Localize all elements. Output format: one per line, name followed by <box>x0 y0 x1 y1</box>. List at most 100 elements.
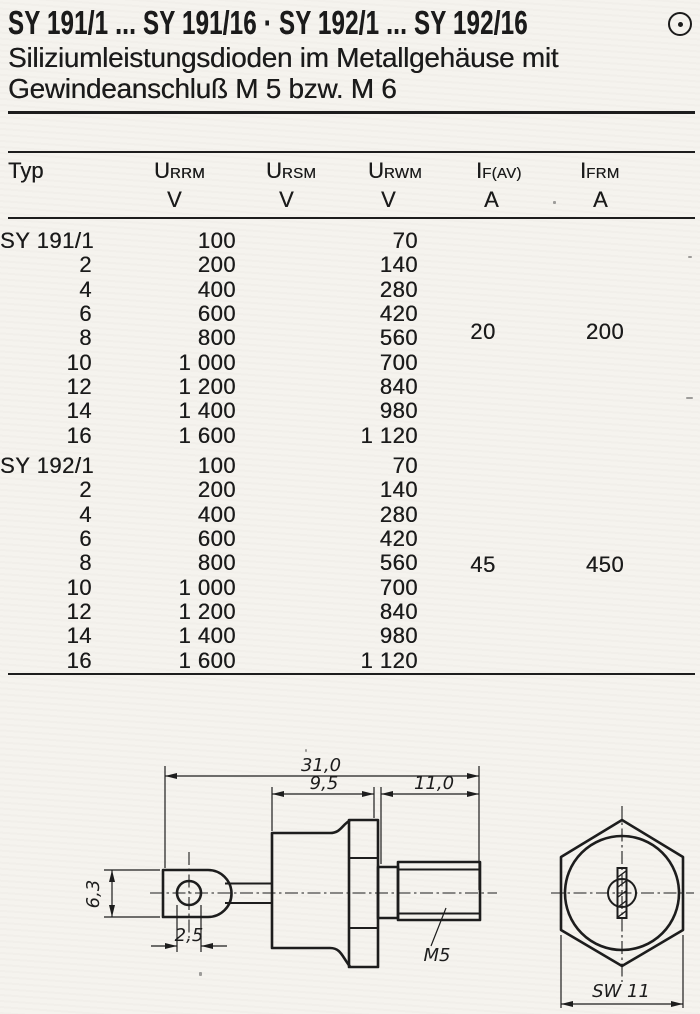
cell-v1: 1 200 <box>178 374 236 400</box>
table-row: 2 200 140 <box>0 477 700 503</box>
scan-speck <box>305 749 307 752</box>
cell-v1: 1 600 <box>178 647 236 673</box>
table-row: 2 200 140 <box>0 252 700 278</box>
cell-typ: 2 <box>79 252 92 278</box>
cell-typ: 8 <box>79 550 92 576</box>
dim-label: 11,0 <box>414 773 454 794</box>
cell-typ: 12 <box>66 374 92 400</box>
table-row: 10 1 000 700 <box>0 349 700 375</box>
cell-typ: 2 <box>79 477 92 503</box>
scan-speck <box>688 256 692 258</box>
table-section-sy191: SY 191/1 100 70 2 200 140 4 400 280 6 600 420 8 800 56… <box>0 228 700 449</box>
dim-body-length: 9,5 <box>271 773 375 831</box>
dim-label: 2,5 <box>175 925 204 946</box>
cell-typ: 14 <box>66 623 92 649</box>
cell-typ: 16 <box>66 422 92 448</box>
package-outline-drawing: 31,0 9,5 11,0 6,3 <box>83 755 694 1008</box>
thread-label: M5 <box>424 945 451 966</box>
dim-label: 31,0 <box>301 755 341 776</box>
hex-end-view: SW 11 <box>551 806 694 1008</box>
cell-typ: 16 <box>66 647 92 673</box>
table-header-row: Typ URRM V URSM V URWM V IF(AV) A IFRM A <box>0 156 700 216</box>
thread-root-lines <box>398 868 480 915</box>
cell-v1: 1 000 <box>178 574 236 600</box>
rule-table-top <box>8 151 695 153</box>
cell-v1: 800 <box>197 550 236 576</box>
cell-v2: 280 <box>379 276 418 302</box>
lead-wire <box>225 882 272 904</box>
col-unit: V <box>279 187 294 212</box>
diode-body <box>270 819 352 968</box>
col-symbol: URSM <box>266 158 317 183</box>
table-row: 6 600 420 <box>0 301 700 327</box>
logo-dot <box>677 21 683 27</box>
table-row: 4 400 280 <box>0 501 700 527</box>
col-symbol: URRM <box>154 158 205 183</box>
cell-v1: 200 <box>197 252 236 278</box>
cell-v2: 980 <box>379 398 418 424</box>
cell-v2: 980 <box>379 623 418 649</box>
page-title: SY 191/1 ... SY 191/16 · SY 192/1 ... SY… <box>8 4 528 41</box>
cell-v2: 840 <box>379 599 418 625</box>
cell-v1: 100 <box>197 228 236 253</box>
table-row: 8 800 560 <box>0 550 700 576</box>
cell-typ: 10 <box>66 349 92 375</box>
cell-v2: 420 <box>379 526 418 552</box>
table-row: 8 800 560 <box>0 325 700 351</box>
cell-v2: 1 120 <box>360 647 418 673</box>
side-view: 31,0 9,5 11,0 6,3 <box>83 755 497 969</box>
dim-stud-length: 11,0 <box>380 773 479 864</box>
rule-header-bottom <box>8 217 695 219</box>
subtitle-line-2: Gewindeanschluß M 5 bzw. M 6 <box>8 73 397 104</box>
cell-v2: 1 120 <box>360 422 418 448</box>
col-unit: A <box>484 187 499 212</box>
cell-v2: 700 <box>379 574 418 600</box>
col-header-typ: Typ <box>8 158 44 183</box>
ifrm-value: 200 <box>585 319 625 344</box>
cell-v2: 70 <box>392 453 418 478</box>
col-header-urrm: URRM V <box>154 158 205 213</box>
if-av-value: 45 <box>470 552 496 577</box>
dim-tag-height: 6,3 <box>83 869 160 918</box>
table-row: 14 1 400 980 <box>0 623 700 649</box>
cell-typ: 14 <box>66 398 92 424</box>
table-row: 16 1 600 1 120 <box>0 647 700 673</box>
cell-typ: 8 <box>79 325 92 351</box>
col-unit: V <box>167 187 182 212</box>
cell-v1: 200 <box>197 477 236 503</box>
cell-v2: 140 <box>379 477 418 503</box>
cell-v1: 1 400 <box>178 623 236 649</box>
dim-overall-length: 31,0 <box>164 755 480 890</box>
col-symbol: URWM <box>368 158 423 183</box>
cell-v1: 100 <box>197 453 236 478</box>
col-unit: V <box>381 187 396 212</box>
col-header-urwm: URWM V <box>368 158 422 213</box>
cell-v2: 560 <box>379 325 418 351</box>
table-row: SY 192/1 100 70 <box>0 453 700 478</box>
cell-v2: 840 <box>379 374 418 400</box>
table-row: 12 1 200 840 <box>0 374 700 400</box>
dim-hole-diameter: 2,5 <box>151 905 227 952</box>
section-rows: SY 191/1 100 70 2 200 140 4 400 280 6 600 420 8 800 56… <box>0 228 700 448</box>
cell-v2: 700 <box>379 349 418 375</box>
cell-typ: 10 <box>66 574 92 600</box>
cell-v2: 140 <box>379 252 418 278</box>
rule-table-bottom <box>8 673 695 675</box>
cell-v1: 400 <box>197 501 236 527</box>
col-header-ifav: IF(AV) A <box>476 158 522 213</box>
cell-v2: 420 <box>379 301 418 327</box>
dim-label: 9,5 <box>310 773 339 794</box>
subtitle-line-1: Siliziumleistungsdioden im Metallgehäuse… <box>8 42 559 73</box>
cell-typ: 6 <box>79 526 92 552</box>
cell-typ: 4 <box>79 501 92 527</box>
cell-v1: 1 000 <box>178 349 236 375</box>
hex-flange-facets <box>349 857 378 929</box>
table-row: 12 1 200 840 <box>0 599 700 625</box>
cell-typ: 4 <box>79 276 92 302</box>
scan-speck <box>553 201 556 204</box>
cell-v2: 280 <box>379 501 418 527</box>
threaded-stud <box>396 860 482 922</box>
cell-v1: 600 <box>197 526 236 552</box>
cell-v1: 1 400 <box>178 398 236 424</box>
